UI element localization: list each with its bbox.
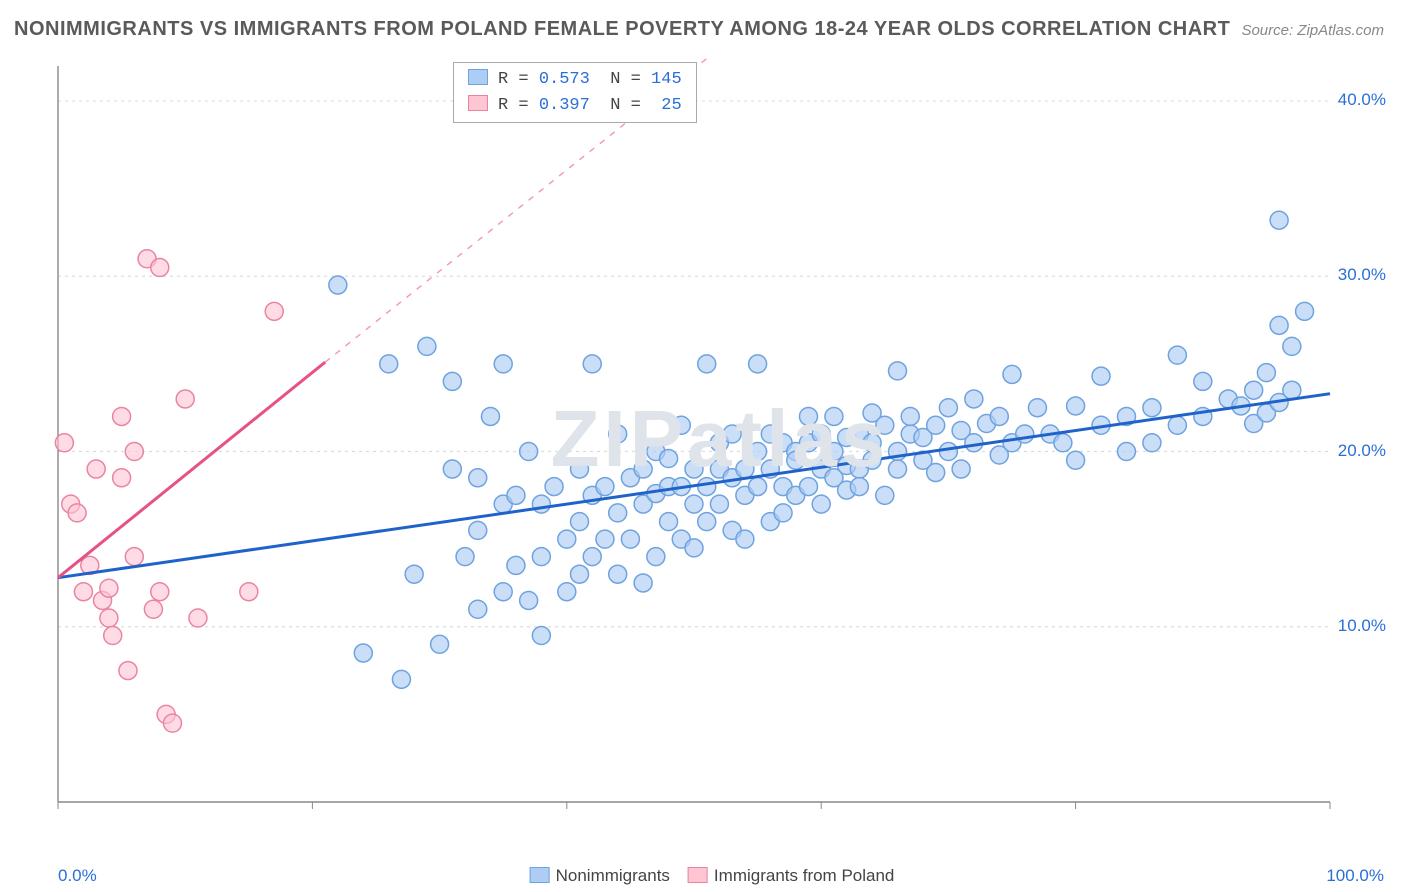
legend-label-nonimmigrants: Nonimmigrants <box>556 866 670 885</box>
x-axis-min-label: 0.0% <box>58 866 97 886</box>
series-legend: Nonimmigrants Immigrants from Poland <box>512 866 895 886</box>
legend-swatch-icon <box>530 867 550 883</box>
stats-n-value: 25 <box>651 96 682 115</box>
stats-r-value: 0.397 <box>539 96 590 115</box>
chart-title: NONIMMIGRANTS VS IMMIGRANTS FROM POLAND … <box>14 18 1230 41</box>
chart-container: NONIMMIGRANTS VS IMMIGRANTS FROM POLAND … <box>0 0 1406 892</box>
stats-row-nonimmigrants: R = 0.573 N = 145 <box>468 67 682 93</box>
y-tick-label: 40.0% <box>1338 90 1386 110</box>
stats-n-value: 145 <box>651 70 682 89</box>
stats-row-immigrants_poland: R = 0.397 N = 25 <box>468 93 682 119</box>
stats-r-label: R = <box>498 70 539 89</box>
y-tick-label: 20.0% <box>1338 441 1386 461</box>
y-tick-label: 30.0% <box>1338 265 1386 285</box>
y-tick-label: 10.0% <box>1338 616 1386 636</box>
legend-swatch-icon <box>688 867 708 883</box>
stats-swatch-icon <box>468 69 488 85</box>
plot-area: ZIPatlas <box>50 58 1390 838</box>
scatter-chart <box>50 58 1390 838</box>
stats-r-label: R = <box>498 96 539 115</box>
stats-swatch-icon <box>468 95 488 111</box>
legend-label-immigrants_poland: Immigrants from Poland <box>714 866 894 885</box>
stats-n-label: N = <box>590 70 651 89</box>
correlation-stats-box: R = 0.573 N = 145R = 0.397 N = 25 <box>453 62 697 123</box>
source-label: Source: ZipAtlas.com <box>1241 22 1384 39</box>
stats-r-value: 0.573 <box>539 70 590 89</box>
x-axis-max-label: 100.0% <box>1326 866 1384 886</box>
stats-n-label: N = <box>590 96 651 115</box>
